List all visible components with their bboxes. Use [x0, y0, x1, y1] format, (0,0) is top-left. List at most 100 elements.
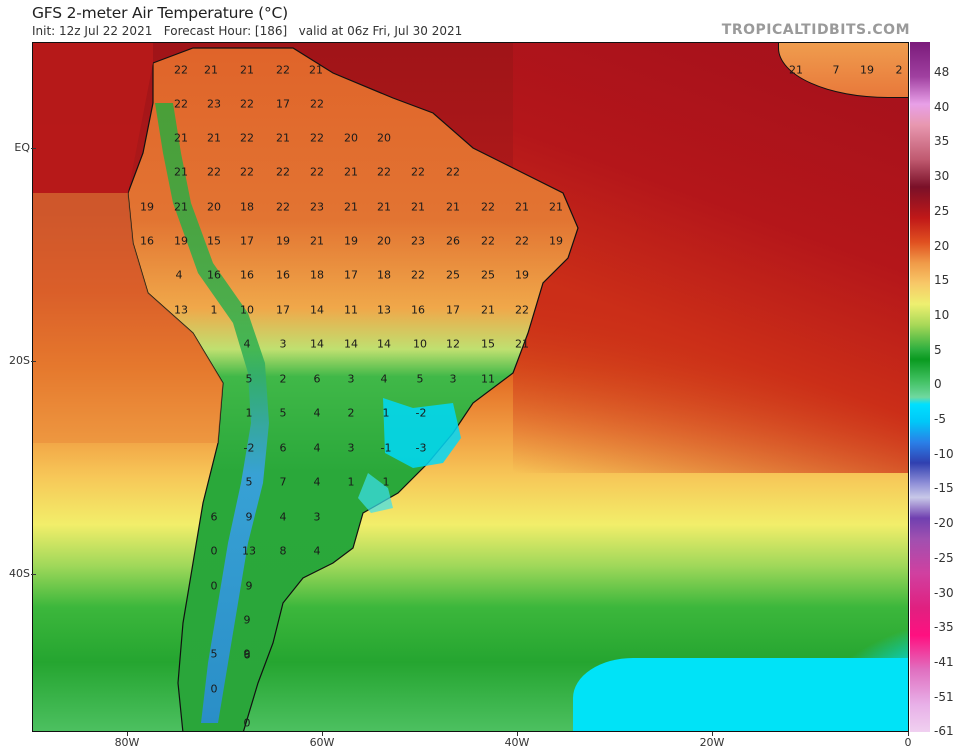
- temperature-value-label: -2: [415, 406, 427, 420]
- temperature-value-label: 21: [481, 303, 495, 317]
- temperature-value-label: -1: [380, 441, 392, 455]
- temperature-value-label: 22: [240, 97, 254, 111]
- temperature-value-label: 9: [245, 510, 253, 524]
- temperature-value-label: 22: [515, 303, 529, 317]
- temperature-value-label: 5: [416, 372, 424, 386]
- colorbar-tick-label: 0: [934, 377, 942, 392]
- temperature-value-label: 5: [279, 406, 287, 420]
- colorbar-tick-label: -15: [934, 481, 954, 496]
- temperature-value-label: 14: [310, 337, 324, 351]
- temperature-value-label: 18: [240, 200, 254, 214]
- temperature-value-label: 23: [411, 234, 425, 248]
- temperature-value-label: 22: [481, 234, 495, 248]
- temperature-value-label: 0: [210, 579, 218, 593]
- colorbar-tick-label: -35: [934, 620, 954, 635]
- temperature-value-label: 1: [347, 475, 355, 489]
- temperature-value-label: 25: [446, 268, 460, 282]
- temperature-value-label: 15: [481, 337, 495, 351]
- temperature-value-label: 19: [276, 234, 290, 248]
- temperature-value-label: 10: [413, 337, 427, 351]
- colorbar-tick-label: 25: [934, 203, 950, 218]
- longitude-tick: [517, 732, 518, 736]
- colorbar-tick-label: 40: [934, 99, 950, 114]
- temperature-value-label: 26: [446, 234, 460, 248]
- temperature-value-label: 21: [446, 200, 460, 214]
- temperature-value-label: 17: [446, 303, 460, 317]
- temperature-value-label: 1: [245, 406, 253, 420]
- temperature-value-label: 21: [789, 63, 803, 77]
- temperature-value-label: 0: [210, 544, 218, 558]
- temperature-value-label: 21: [204, 63, 218, 77]
- temperature-value-label: 21: [309, 63, 323, 77]
- temperature-value-label: 21: [276, 131, 290, 145]
- temperature-value-label: 19: [344, 234, 358, 248]
- temperature-value-label: 23: [310, 200, 324, 214]
- temperature-value-label: 22: [310, 165, 324, 179]
- temperature-value-label: 3: [347, 372, 355, 386]
- temperature-value-label: 6: [279, 441, 287, 455]
- temperature-value-label: 1: [382, 406, 390, 420]
- temperature-value-label: 9: [243, 613, 251, 627]
- temperature-value-label: 20: [377, 131, 391, 145]
- temperature-value-label: 21: [411, 200, 425, 214]
- colorbar-tick-label: 30: [934, 169, 950, 184]
- temperature-value-label: 23: [207, 97, 221, 111]
- temperature-value-label: 20: [377, 234, 391, 248]
- temperature-value-label: 22: [174, 97, 188, 111]
- temperature-value-label: -2: [243, 441, 255, 455]
- temperature-value-label: 2: [279, 372, 287, 386]
- temperature-value-label: 5: [210, 647, 218, 661]
- longitude-tick: [712, 732, 713, 736]
- colorbar-tick-label: 20: [934, 238, 950, 253]
- temperature-value-label: 18: [377, 268, 391, 282]
- colorbar-tick-label: 5: [934, 342, 942, 357]
- temperature-value-label: 17: [240, 234, 254, 248]
- colorbar-tick-label: 48: [934, 65, 950, 79]
- temperature-value-label: 21: [344, 200, 358, 214]
- colorbar-tick-label: 35: [934, 134, 950, 149]
- ocean-warm-region: [513, 43, 908, 473]
- temperature-value-label: 21: [515, 337, 529, 351]
- chart-title: GFS 2-meter Air Temperature (°C): [32, 4, 289, 22]
- temperature-value-label: 22: [515, 234, 529, 248]
- temperature-value-label: 22: [276, 165, 290, 179]
- temperature-value-label: 6: [313, 372, 321, 386]
- temperature-value-label: 18: [310, 268, 324, 282]
- colorbar: [910, 42, 930, 732]
- map-panel: 22 21 21 22 21 22 23 22 17 22 21 21 22 21 22 20 20 21 22 22…: [32, 42, 909, 732]
- temperature-value-label: 4: [380, 372, 388, 386]
- temperature-value-label: 13: [174, 303, 188, 317]
- southern-ocean-cold-patch: [573, 658, 908, 731]
- latitude-label: 40S: [0, 567, 36, 580]
- temperature-value-label: 22: [481, 200, 495, 214]
- temperature-value-label: 8: [279, 544, 287, 558]
- temperature-value-label: 20: [207, 200, 221, 214]
- temperature-value-label: 21: [174, 165, 188, 179]
- temperature-value-label: 22: [276, 63, 290, 77]
- temperature-value-label: 21: [240, 63, 254, 77]
- longitude-label: 20W: [699, 736, 725, 749]
- temperature-value-label: 4: [313, 475, 321, 489]
- temperature-value-label: 11: [344, 303, 358, 317]
- temperature-value-label: 21: [549, 200, 563, 214]
- temperature-value-label: 22: [174, 63, 188, 77]
- temperature-value-label: 15: [207, 234, 221, 248]
- temperature-value-label: 21: [377, 200, 391, 214]
- colorbar-tick-label: -51: [934, 689, 954, 704]
- colorbar-tick-label: -61: [934, 724, 954, 739]
- temperature-value-label: 17: [276, 303, 290, 317]
- colorbar-tick-label: -30: [934, 585, 954, 600]
- temperature-value-label: 9: [245, 579, 253, 593]
- temperature-value-label: 16: [207, 268, 221, 282]
- temperature-value-label: 12: [446, 337, 460, 351]
- temperature-value-label: 22: [377, 165, 391, 179]
- colorbar-tick-label: 10: [934, 307, 950, 322]
- temperature-value-label: 16: [276, 268, 290, 282]
- temperature-value-label: 5: [245, 475, 253, 489]
- temperature-value-label: 21: [344, 165, 358, 179]
- temperature-value-label: 19: [515, 268, 529, 282]
- temperature-value-label: 22: [411, 165, 425, 179]
- temperature-value-label: 1: [382, 475, 390, 489]
- temperature-value-label: -3: [415, 441, 427, 455]
- temperature-value-label: 4: [279, 510, 287, 524]
